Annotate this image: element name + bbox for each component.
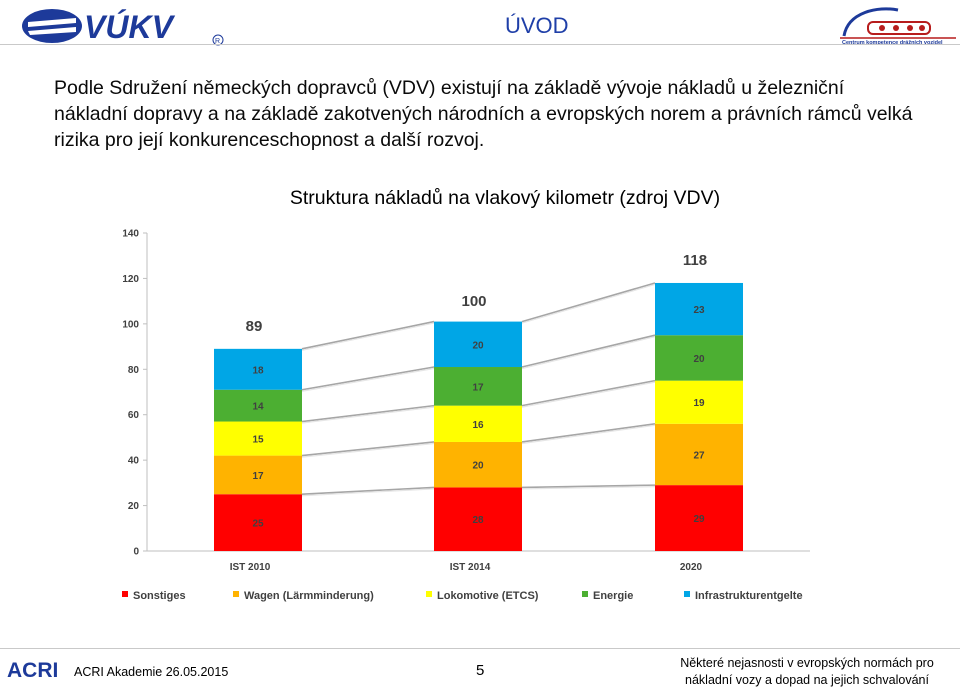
y-tick-label: 60 bbox=[128, 410, 140, 421]
segment-value-label: 29 bbox=[693, 514, 705, 525]
vukv-logo: VÚKV R bbox=[22, 9, 224, 46]
svg-text:R: R bbox=[215, 38, 220, 45]
connector-line bbox=[521, 484, 656, 489]
vukv-logo-text: VÚKV bbox=[84, 9, 176, 45]
segment-value-label: 20 bbox=[472, 461, 484, 472]
segment-value-label: 20 bbox=[472, 340, 484, 351]
bar-segment bbox=[434, 405, 522, 442]
connector-line bbox=[301, 404, 435, 423]
connector-line-shadow bbox=[521, 381, 656, 408]
chart-title: Struktura nákladů na vlakový kilometr (z… bbox=[289, 187, 721, 209]
connector-line-shadow bbox=[301, 442, 435, 458]
footer-divider bbox=[0, 648, 960, 649]
bar-segment bbox=[655, 423, 743, 486]
y-tick-label: 40 bbox=[128, 456, 140, 467]
bar-segment bbox=[214, 389, 302, 422]
segment-value-label: 14 bbox=[252, 402, 264, 413]
legend-swatch bbox=[233, 591, 239, 597]
total-label: 118 bbox=[683, 252, 707, 269]
segment-value-label: 17 bbox=[472, 382, 484, 393]
legend-swatch bbox=[122, 591, 128, 597]
y-tick-label: 80 bbox=[128, 365, 140, 376]
acri-logo-text: ACRI bbox=[7, 659, 58, 682]
segment-value-label: 27 bbox=[693, 450, 705, 461]
connector-line-shadow bbox=[301, 367, 435, 392]
segment-value-label: 28 bbox=[472, 515, 484, 526]
connector-line bbox=[521, 423, 656, 443]
total-label: 89 bbox=[246, 318, 263, 335]
segment-value-label: 16 bbox=[472, 420, 484, 431]
bar-segment bbox=[655, 485, 743, 551]
legend-label: Wagen (Lärmminderung) bbox=[244, 590, 374, 602]
bar-segment bbox=[655, 335, 743, 381]
legend-label: Energie bbox=[593, 590, 633, 602]
bar-segment bbox=[434, 441, 522, 488]
total-label: 100 bbox=[461, 293, 486, 310]
footer-event: ACRI Akademie 26.05.2015 bbox=[74, 665, 229, 679]
segment-value-label: 20 bbox=[693, 354, 705, 365]
connector-line-shadow bbox=[521, 336, 656, 370]
legend-swatch bbox=[684, 591, 690, 597]
segment-value-label: 19 bbox=[693, 398, 705, 409]
segment-value-label: 17 bbox=[252, 471, 264, 482]
connector-line bbox=[301, 441, 435, 457]
bar-segment bbox=[214, 494, 302, 551]
legend-label: Sonstiges bbox=[133, 590, 186, 602]
bar-segment bbox=[655, 282, 743, 336]
segment-value-label: 23 bbox=[693, 305, 705, 316]
bar-segment bbox=[434, 367, 522, 406]
connector-line-shadow bbox=[301, 322, 435, 351]
connector-line-shadow bbox=[301, 488, 435, 497]
intro-paragraph: Podle Sdružení německých dopravců (VDV) … bbox=[54, 77, 913, 151]
y-tick-label: 140 bbox=[122, 229, 139, 240]
bar-segment bbox=[214, 421, 302, 456]
segment-value-label: 15 bbox=[252, 435, 264, 446]
x-tick-label: IST 2014 bbox=[450, 562, 491, 573]
footer-topic-line-2: nákladní vozy a dopad na jejich schvalov… bbox=[685, 673, 929, 687]
acri-logo: ACRI bbox=[7, 659, 58, 682]
segment-value-label: 18 bbox=[252, 365, 264, 376]
bar-segment bbox=[655, 380, 743, 424]
connector-line-shadow bbox=[301, 406, 435, 424]
connector-line-shadow bbox=[521, 424, 656, 445]
page-title: ÚVOD bbox=[505, 13, 569, 38]
x-tick-label: 2020 bbox=[680, 562, 703, 573]
legend-swatch bbox=[426, 591, 432, 597]
bar-segment bbox=[214, 455, 302, 495]
legend-swatch bbox=[582, 591, 588, 597]
ckdv-logo: Centrum kompetence drážních vozidel bbox=[840, 7, 956, 46]
y-tick-label: 20 bbox=[128, 501, 140, 512]
connector-line bbox=[521, 379, 656, 407]
segment-value-label: 25 bbox=[252, 519, 264, 530]
connector-line-shadow bbox=[521, 486, 656, 490]
header-divider bbox=[0, 44, 960, 45]
footer-topic-line-1: Některé nejasnosti v evropských normách … bbox=[680, 656, 934, 670]
y-tick-label: 120 bbox=[122, 274, 139, 285]
y-tick-label: 0 bbox=[133, 547, 139, 558]
page-number: 5 bbox=[476, 662, 485, 679]
footer-topic: Některé nejasnosti v evropských normách … bbox=[672, 655, 942, 689]
connector-line bbox=[301, 366, 435, 391]
legend-label: Lokomotive (ETCS) bbox=[437, 590, 539, 602]
bar-segment bbox=[434, 321, 522, 368]
bar-segment bbox=[214, 348, 302, 390]
legend-label: Infrastrukturentgelte bbox=[695, 590, 803, 602]
y-tick-label: 100 bbox=[122, 319, 139, 330]
connector-line bbox=[521, 334, 656, 368]
connector-line bbox=[301, 486, 435, 496]
connector-line bbox=[521, 282, 656, 323]
ckdv-caption: Centrum kompetence drážních vozidel bbox=[842, 40, 943, 46]
x-tick-label: IST 2010 bbox=[230, 562, 271, 573]
connector-line bbox=[301, 320, 435, 350]
bar-segment bbox=[434, 487, 522, 551]
connector-line-shadow bbox=[521, 283, 656, 324]
